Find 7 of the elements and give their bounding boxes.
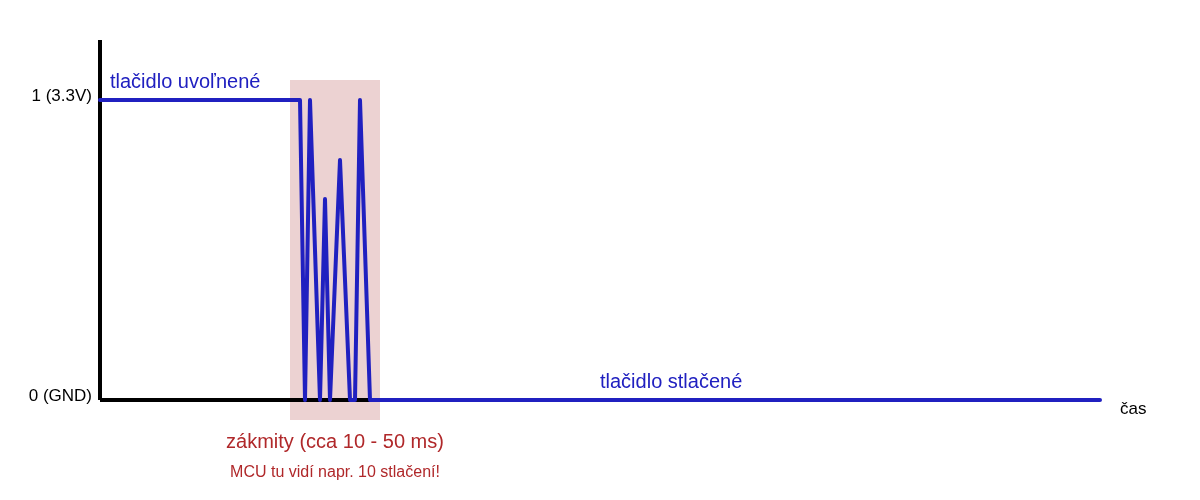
text: 0 (GND) <box>28 386 92 405</box>
annotation: tlačidlo uvoľnené <box>110 70 261 92</box>
x-axis-title: čas <box>1120 399 1147 418</box>
annotation: tlačidlo stlačené <box>600 370 743 392</box>
text: 1 (3.3V) <box>31 86 92 105</box>
text: MCU tu vidí napr. 10 stlačení! <box>230 463 440 480</box>
text: zákmity (cca 10 - 50 ms) <box>226 430 444 452</box>
